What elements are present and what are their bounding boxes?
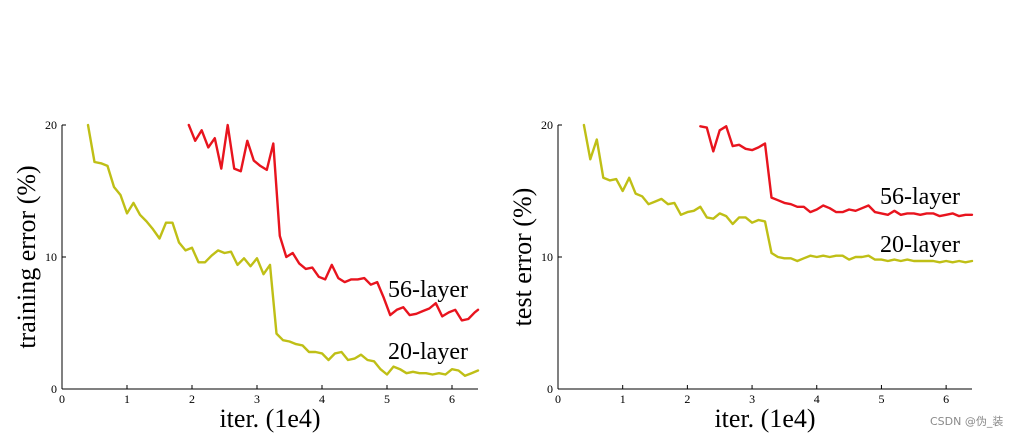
y-tick-label: 10 bbox=[541, 250, 553, 264]
series-label-56-layer: 56-layer bbox=[388, 277, 468, 303]
y-tick-label: 20 bbox=[45, 118, 57, 132]
x-tick-label: 3 bbox=[749, 392, 755, 406]
x-tick-label: 0 bbox=[555, 392, 561, 406]
series-line-20-layer bbox=[86, 123, 480, 377]
y-tick-label: 0 bbox=[51, 382, 57, 396]
training-error-chart: 0 10 20 0 1 2 3 4 5 6 iter. (1e4) training error (%… bbox=[12, 118, 480, 433]
x-tick-label: 6 bbox=[449, 392, 455, 406]
x-axis-title: iter. (1e4) bbox=[219, 404, 320, 433]
x-tick-label: 5 bbox=[384, 392, 390, 406]
y-axis-title: test error (%) bbox=[508, 188, 537, 327]
x-axis-title: iter. (1e4) bbox=[714, 404, 815, 433]
y-tick-label: 10 bbox=[45, 250, 57, 264]
x-tick-label: 3 bbox=[254, 392, 260, 406]
x-tick-label: 1 bbox=[124, 392, 130, 406]
y-axis-title: training error (%) bbox=[12, 165, 41, 348]
series-label-20-layer: 20-layer bbox=[880, 232, 960, 258]
series-line-20-layer bbox=[582, 123, 974, 264]
series-label-56-layer: 56-layer bbox=[880, 184, 960, 210]
x-tick-label: 2 bbox=[684, 392, 690, 406]
x-tick-label: 2 bbox=[189, 392, 195, 406]
x-tick-label: 4 bbox=[319, 392, 325, 406]
series-line-56-layer bbox=[699, 125, 974, 218]
test-error-chart: 0 10 20 0 1 2 3 4 5 6 iter. (1e4) test error (%) 56-… bbox=[508, 118, 974, 433]
x-tick-label: 5 bbox=[878, 392, 884, 406]
x-tick-label: 4 bbox=[814, 392, 820, 406]
x-tick-label: 0 bbox=[59, 392, 65, 406]
x-tick-label: 6 bbox=[943, 392, 949, 406]
y-tick-label: 20 bbox=[541, 118, 553, 132]
series-line-56-layer bbox=[187, 123, 480, 322]
series-label-20-layer: 20-layer bbox=[388, 339, 468, 365]
x-tick-label: 1 bbox=[620, 392, 626, 406]
watermark: CSDN @伪_装 bbox=[930, 415, 1003, 428]
y-tick-label: 0 bbox=[547, 382, 553, 396]
